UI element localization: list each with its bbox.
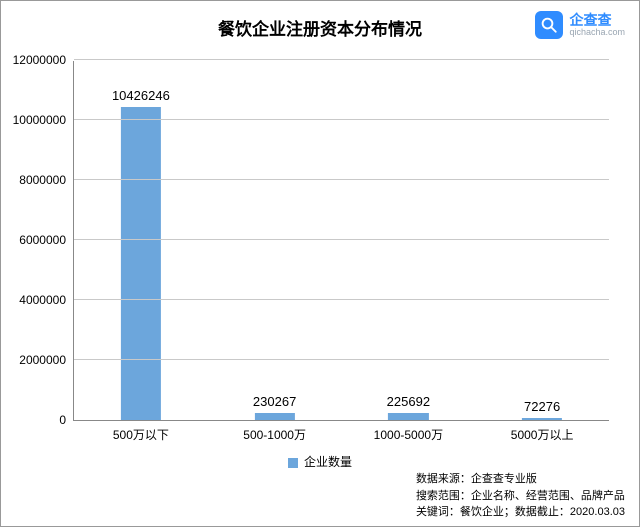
xtick-label: 500万以下 <box>113 426 169 443</box>
source-line: 关键词：餐饮企业；数据截止：2020.03.03 <box>416 504 625 521</box>
bars-container: 10426246500万以下230267500-1000万2256921000-… <box>74 61 609 420</box>
brand-url: qichacha.com <box>569 28 625 37</box>
source-line: 数据来源：企查查专业版 <box>416 471 625 488</box>
brand-text: 企查查 qichacha.com <box>569 13 625 37</box>
ytick-label: 6000000 <box>19 233 74 247</box>
brand-logo: 企查查 qichacha.com <box>535 11 625 39</box>
bar-slot: 230267500-1000万 <box>208 61 342 420</box>
bar <box>121 107 161 420</box>
brand-name: 企查查 <box>569 13 625 28</box>
bar-slot: 10426246500万以下 <box>74 61 208 420</box>
grid-line <box>74 119 609 120</box>
grid-line <box>74 239 609 240</box>
ytick-label: 2000000 <box>19 353 74 367</box>
bar-slot: 722765000万以上 <box>475 61 609 420</box>
ytick-label: 8000000 <box>19 173 74 187</box>
legend-swatch <box>288 458 298 468</box>
grid-line <box>74 359 609 360</box>
legend: 企业数量 <box>1 453 639 470</box>
ytick-label: 0 <box>59 413 74 427</box>
chart-frame: 餐饮企业注册资本分布情况 企查查 qichacha.com 1042624650… <box>0 0 640 527</box>
magnifier-icon <box>535 11 563 39</box>
bar-slot: 2256921000-5000万 <box>342 61 476 420</box>
ytick-label: 10000000 <box>13 113 74 127</box>
xtick-label: 500-1000万 <box>243 426 306 443</box>
bar <box>522 418 562 420</box>
bar-value-label: 230267 <box>253 394 296 409</box>
plot-area: 10426246500万以下230267500-1000万2256921000-… <box>73 61 609 421</box>
xtick-label: 5000万以上 <box>511 426 574 443</box>
bar <box>388 413 428 420</box>
source-line: 搜索范围：企业名称、经营范围、品牌产品 <box>416 488 625 505</box>
ytick-label: 4000000 <box>19 293 74 307</box>
legend-label: 企业数量 <box>304 455 352 469</box>
grid-line <box>74 299 609 300</box>
bar-value-label: 10426246 <box>112 88 170 103</box>
bar-value-label: 72276 <box>524 399 560 414</box>
bar-value-label: 225692 <box>387 394 430 409</box>
grid-line <box>74 59 609 60</box>
bar <box>255 413 295 420</box>
ytick-label: 12000000 <box>13 53 74 67</box>
grid-line <box>74 179 609 180</box>
xtick-label: 1000-5000万 <box>374 426 443 443</box>
source-box: 数据来源：企查查专业版搜索范围：企业名称、经营范围、品牌产品关键词：餐饮企业；数… <box>416 471 625 521</box>
